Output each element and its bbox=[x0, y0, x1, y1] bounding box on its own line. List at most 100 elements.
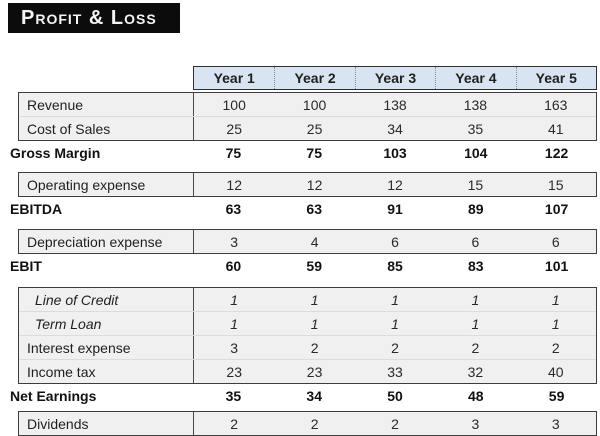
cell-value[interactable]: 6 bbox=[551, 233, 560, 250]
cell-value[interactable]: 83 bbox=[468, 257, 484, 274]
cell-value[interactable]: 25 bbox=[226, 120, 242, 137]
row-gross-margin: Gross Margin 75 75 103 104 122 bbox=[10, 141, 597, 164]
cell-value[interactable]: 35 bbox=[467, 120, 484, 137]
cell-value[interactable]: 1 bbox=[310, 315, 319, 332]
cell-label[interactable]: EBIT bbox=[10, 257, 42, 274]
cell-value[interactable]: 50 bbox=[387, 387, 403, 404]
row-cost-of-sales: Cost of Sales 25 25 34 35 41 bbox=[19, 116, 596, 140]
cell-value[interactable]: 1 bbox=[471, 315, 480, 332]
cell-value[interactable]: 101 bbox=[544, 257, 569, 274]
cell-label[interactable]: Cost of Sales bbox=[19, 117, 194, 140]
year-header-row: Year 1 Year 2 Year 3 Year 4 Year 5 bbox=[193, 66, 597, 90]
row-depreciation-expense: Depreciation expense 3 4 6 6 6 bbox=[19, 230, 596, 253]
cell-value[interactable]: 122 bbox=[544, 144, 569, 161]
cell-value[interactable]: 12 bbox=[387, 176, 403, 193]
cell-value[interactable]: 25 bbox=[306, 120, 323, 137]
cell-value[interactable]: 15 bbox=[467, 176, 484, 193]
cell-label[interactable]: EBITDA bbox=[10, 200, 63, 217]
cell-value[interactable]: 12 bbox=[226, 176, 242, 193]
cell-label[interactable]: Depreciation expense bbox=[19, 230, 194, 253]
cell-value[interactable]: 6 bbox=[471, 233, 480, 250]
column-header-year-5[interactable]: Year 5 bbox=[515, 67, 596, 89]
dividends-box: Dividends 2 2 2 3 3 bbox=[18, 411, 597, 436]
cell-value[interactable]: 1 bbox=[471, 291, 480, 308]
cell-value[interactable]: 75 bbox=[225, 144, 242, 161]
cell-value[interactable]: 35 bbox=[225, 387, 242, 404]
cell-value[interactable]: 23 bbox=[226, 363, 242, 380]
cell-value[interactable]: 34 bbox=[306, 387, 322, 404]
cell-value[interactable]: 163 bbox=[544, 96, 568, 113]
cell-value[interactable]: 1 bbox=[391, 291, 399, 308]
cell-value[interactable]: 1 bbox=[310, 291, 319, 308]
row-interest-expense: Interest expense 3 2 2 2 2 bbox=[19, 335, 596, 359]
row-term-loan: Term Loan 1 1 1 1 1 bbox=[19, 311, 596, 335]
cell-label[interactable]: Interest expense bbox=[19, 336, 194, 359]
cell-value[interactable]: 89 bbox=[468, 200, 484, 217]
cell-value[interactable]: 4 bbox=[310, 233, 319, 250]
cell-value[interactable]: 60 bbox=[225, 257, 242, 274]
row-dividends: Dividends 2 2 2 3 3 bbox=[19, 412, 596, 435]
cell-label[interactable]: Term Loan bbox=[19, 312, 194, 335]
cell-value[interactable]: 85 bbox=[387, 257, 403, 274]
column-header-year-2[interactable]: Year 2 bbox=[274, 67, 354, 89]
cell-value[interactable]: 2 bbox=[471, 339, 480, 356]
cell-label[interactable]: Line of Credit bbox=[19, 288, 194, 311]
column-header-year-4[interactable]: Year 4 bbox=[435, 67, 515, 89]
cell-value[interactable]: 100 bbox=[302, 96, 327, 113]
cell-value[interactable]: 59 bbox=[548, 387, 565, 404]
row-net-earnings: Net Earnings 35 34 50 48 59 bbox=[10, 384, 597, 407]
cell-label[interactable]: Income tax bbox=[19, 360, 194, 383]
page-title: Profit & Loss bbox=[21, 6, 157, 29]
column-header-year-1[interactable]: Year 1 bbox=[213, 70, 255, 86]
row-operating-expense: Operating expense 12 12 12 15 15 bbox=[19, 173, 596, 196]
cell-value[interactable]: 40 bbox=[548, 363, 564, 380]
cell-value[interactable]: 1 bbox=[230, 315, 239, 332]
cell-value[interactable]: 63 bbox=[225, 200, 242, 217]
cell-value[interactable]: 59 bbox=[306, 257, 322, 274]
cell-value[interactable]: 3 bbox=[471, 415, 480, 432]
row-line-of-credit: Line of Credit 1 1 1 1 1 bbox=[19, 288, 596, 311]
cell-value[interactable]: 103 bbox=[383, 144, 407, 161]
cell-value[interactable]: 100 bbox=[222, 96, 246, 113]
cell-label[interactable]: Operating expense bbox=[19, 173, 194, 196]
cell-value[interactable]: 91 bbox=[387, 200, 403, 217]
cell-value[interactable]: 1 bbox=[551, 315, 560, 332]
cell-value[interactable]: 15 bbox=[548, 176, 564, 193]
cell-value[interactable]: 3 bbox=[551, 415, 560, 432]
cell-label[interactable]: Gross Margin bbox=[10, 144, 101, 161]
cell-value[interactable]: 12 bbox=[306, 176, 323, 193]
cell-value[interactable]: 33 bbox=[387, 363, 403, 380]
depreciation-box: Depreciation expense 3 4 6 6 6 bbox=[18, 229, 597, 254]
cell-value[interactable]: 1 bbox=[551, 291, 560, 308]
cell-value[interactable]: 75 bbox=[306, 144, 322, 161]
cell-value[interactable]: 107 bbox=[544, 200, 569, 217]
cell-value[interactable]: 48 bbox=[468, 387, 484, 404]
cell-value[interactable]: 23 bbox=[306, 363, 323, 380]
cell-value[interactable]: 104 bbox=[464, 144, 488, 161]
cell-value[interactable]: 138 bbox=[383, 96, 407, 113]
cell-value[interactable]: 2 bbox=[551, 339, 560, 356]
cell-value[interactable]: 32 bbox=[467, 363, 484, 380]
column-header-year-3[interactable]: Year 3 bbox=[354, 67, 435, 89]
cell-value[interactable]: 138 bbox=[463, 96, 488, 113]
cell-value[interactable]: 34 bbox=[387, 120, 403, 137]
cell-value[interactable]: 41 bbox=[548, 120, 564, 137]
operating-expense-box: Operating expense 12 12 12 15 15 bbox=[18, 172, 597, 197]
row-ebit: EBIT 60 59 85 83 101 bbox=[10, 254, 597, 277]
cell-value[interactable]: 1 bbox=[391, 315, 399, 332]
cell-value[interactable]: 2 bbox=[391, 415, 399, 432]
cell-value[interactable]: 2 bbox=[310, 415, 319, 432]
row-ebitda: EBITDA 63 63 91 89 107 bbox=[10, 197, 597, 220]
cell-value[interactable]: 3 bbox=[230, 339, 239, 356]
cell-value[interactable]: 2 bbox=[230, 415, 239, 432]
cell-value[interactable]: 2 bbox=[391, 339, 399, 356]
cell-label[interactable]: Dividends bbox=[19, 412, 194, 435]
cell-value[interactable]: 2 bbox=[310, 339, 319, 356]
cell-label[interactable]: Revenue bbox=[19, 93, 194, 116]
cell-label[interactable]: Net Earnings bbox=[10, 387, 97, 404]
cell-value[interactable]: 6 bbox=[391, 233, 399, 250]
cell-value[interactable]: 1 bbox=[230, 291, 239, 308]
cell-value[interactable]: 3 bbox=[230, 233, 239, 250]
cell-value[interactable]: 63 bbox=[306, 200, 322, 217]
